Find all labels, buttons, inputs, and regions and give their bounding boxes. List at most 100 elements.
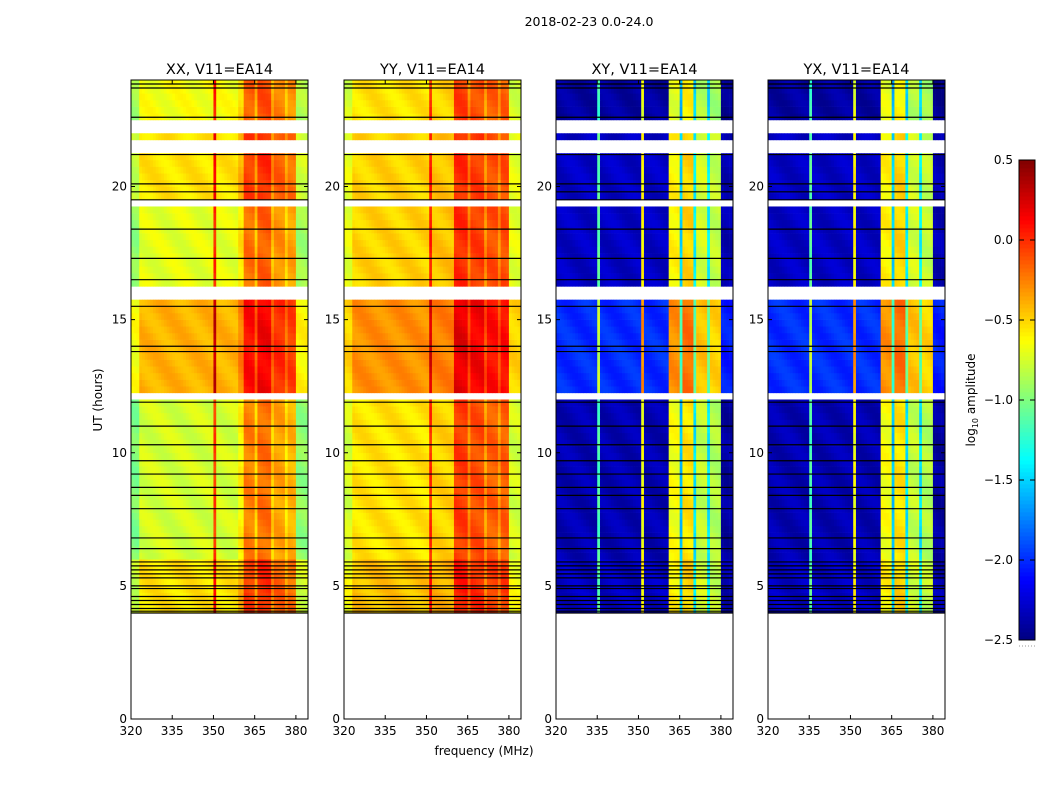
- heatmap-cell: [249, 572, 253, 580]
- heatmap-cell: [284, 253, 288, 261]
- heatmap-cell: [240, 559, 244, 567]
- heatmap-cell: [177, 253, 181, 261]
- heatmap-cell: [163, 605, 168, 613]
- heatmap-cell: [207, 173, 212, 181]
- heatmap-cell: [144, 312, 148, 320]
- heatmap-cell: [152, 186, 157, 194]
- heatmap-cell: [144, 572, 148, 580]
- heatmap-cell: [133, 525, 137, 533]
- heatmap-cell: [196, 459, 201, 467]
- heatmap-cell: [290, 452, 294, 460]
- heatmap-cell: [194, 86, 198, 94]
- heatmap-cell: [224, 273, 228, 280]
- heatmap-cell: [188, 319, 192, 327]
- heatmap-cell: [481, 605, 485, 613]
- heatmap-cell: [136, 186, 140, 194]
- heatmap-cell: [390, 599, 394, 607]
- heatmap-cell: [279, 246, 283, 254]
- heatmap-cell: [147, 579, 151, 587]
- heatmap-cell: [213, 153, 217, 161]
- heatmap-cell: [188, 153, 192, 161]
- heatmap-cell: [218, 545, 222, 553]
- heatmap-cell: [240, 193, 244, 201]
- heatmap-cell: [144, 472, 148, 480]
- heatmap-cell: [202, 332, 206, 340]
- heatmap-cell: [268, 186, 272, 194]
- heatmap-cell: [139, 419, 143, 427]
- heatmap-cell: [385, 599, 389, 607]
- heatmap-cell: [434, 599, 438, 607]
- heatmap-cell: [229, 479, 233, 487]
- heatmap-cell: [161, 479, 165, 487]
- heatmap-cell: [398, 605, 403, 613]
- heatmap-cell: [301, 419, 305, 427]
- heatmap-cell: [229, 166, 233, 174]
- heatmap-cell: [183, 233, 187, 241]
- heatmap-cell: [249, 133, 253, 141]
- heatmap-cell: [202, 352, 206, 360]
- heatmap-cell: [188, 479, 192, 487]
- heatmap-cell: [169, 452, 173, 460]
- heatmap-cell: [136, 579, 140, 587]
- heatmap-cell: [161, 386, 165, 394]
- heatmap-cell: [379, 605, 383, 613]
- heatmap-cell: [243, 532, 247, 540]
- heatmap-cell: [207, 479, 212, 487]
- heatmap-cell: [185, 306, 190, 314]
- heatmap-cell: [282, 312, 286, 320]
- figure-title: 2018-02-23 0.0-24.0: [525, 14, 654, 29]
- heatmap-cell: [293, 399, 297, 407]
- heatmap-cell: [205, 206, 209, 214]
- heatmap-cell: [229, 106, 233, 114]
- heatmap-cell: [298, 166, 302, 174]
- heatmap-cell: [172, 312, 176, 320]
- heatmap-cell: [150, 233, 154, 241]
- heatmap-cell: [183, 239, 187, 247]
- heatmap-cell: [273, 486, 277, 493]
- heatmap-cell: [354, 599, 359, 607]
- heatmap-cell: [144, 499, 148, 507]
- heatmap-cell: [196, 213, 201, 221]
- heatmap-cell: [251, 246, 255, 254]
- heatmap-cell: [301, 532, 305, 540]
- heatmap-cell: [169, 386, 173, 394]
- heatmap-cell: [284, 466, 288, 474]
- heatmap-cell: [290, 246, 294, 254]
- panel-title: YY, V11=EA14: [379, 62, 485, 78]
- heatmap-cell: [194, 346, 198, 354]
- heatmap-cell: [254, 539, 258, 547]
- heatmap-cell: [508, 599, 512, 607]
- heatmap-cell: [249, 525, 253, 533]
- heatmap-cell: [144, 206, 148, 214]
- heatmap-cell: [240, 106, 244, 114]
- heatmap-cell: [360, 599, 364, 607]
- heatmap-cell: [177, 173, 181, 181]
- heatmap-cell: [284, 332, 288, 340]
- heatmap-cell: [254, 326, 258, 334]
- heatmap-cell: [218, 159, 222, 167]
- heatmap-cell: [205, 386, 209, 394]
- heatmap-cell: [161, 499, 165, 507]
- heatmap-cell: [199, 585, 203, 593]
- heatmap-cell: [229, 579, 233, 587]
- heatmap-cell: [210, 266, 214, 274]
- heatmap-cell: [191, 572, 195, 580]
- heatmap-cell: [232, 339, 236, 347]
- heatmap-cell: [163, 299, 168, 307]
- heatmap-cell: [169, 93, 173, 101]
- heatmap-cell: [174, 585, 179, 593]
- heatmap-cell: [202, 486, 206, 493]
- heatmap-cell: [229, 266, 233, 274]
- heatmap-cell: [136, 312, 140, 320]
- heatmap-cell: [279, 605, 283, 613]
- heatmap-cell: [265, 206, 269, 214]
- heatmap-cell: [240, 499, 244, 507]
- heatmap-cell: [282, 173, 286, 181]
- heatmap-cell: [213, 439, 217, 447]
- heatmap-cell: [232, 545, 236, 553]
- heatmap-cell: [136, 492, 140, 500]
- heatmap-cell: [260, 545, 264, 553]
- heatmap-cell: [136, 299, 140, 307]
- heatmap-cell: [271, 366, 275, 374]
